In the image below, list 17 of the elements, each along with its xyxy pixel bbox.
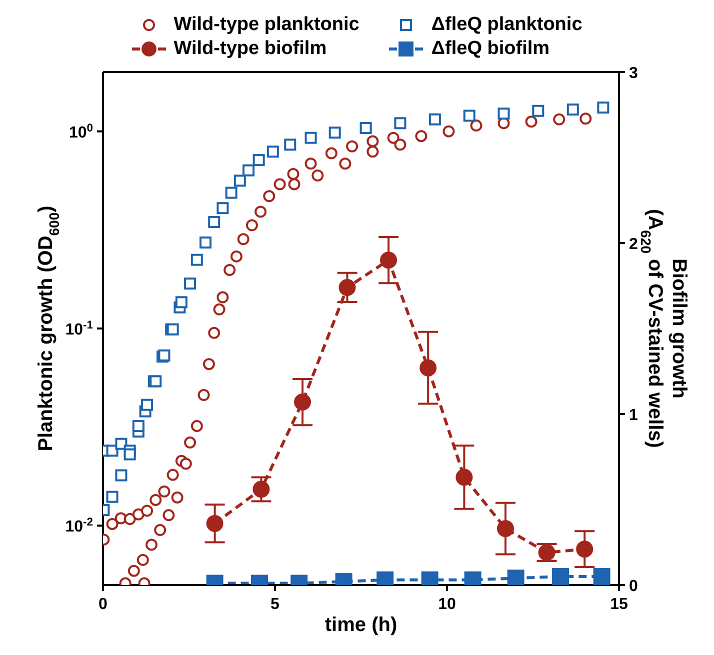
legend-label: Wild-type biofilm xyxy=(174,38,327,60)
x-tick-label: 5 xyxy=(270,596,280,613)
y-tick-label: 10$^{0}$ xyxy=(68,122,93,142)
x-tick-label: 10 xyxy=(438,596,456,613)
y2-tick-label: 0 xyxy=(629,578,638,595)
x-tick-label: 0 xyxy=(98,596,108,613)
y-tick-label: 10$^{-1}$ xyxy=(65,320,93,338)
y2-tick-label: 2 xyxy=(629,236,638,253)
x-tick-label: 15 xyxy=(610,596,628,613)
legend-label: ΔfleQ planktonic xyxy=(431,14,582,36)
x-axis-title: time (h) xyxy=(324,614,398,636)
legend-label: ΔfleQ biofilm xyxy=(431,38,550,60)
y2-tick-label: 3 xyxy=(629,65,638,82)
legend-label: Wild-type planktonic xyxy=(174,14,360,36)
text: Biofilm growth xyxy=(668,258,690,398)
y2-tick-label: 1 xyxy=(629,407,638,424)
y-tick-label: 10$^{-2}$ xyxy=(65,516,93,536)
